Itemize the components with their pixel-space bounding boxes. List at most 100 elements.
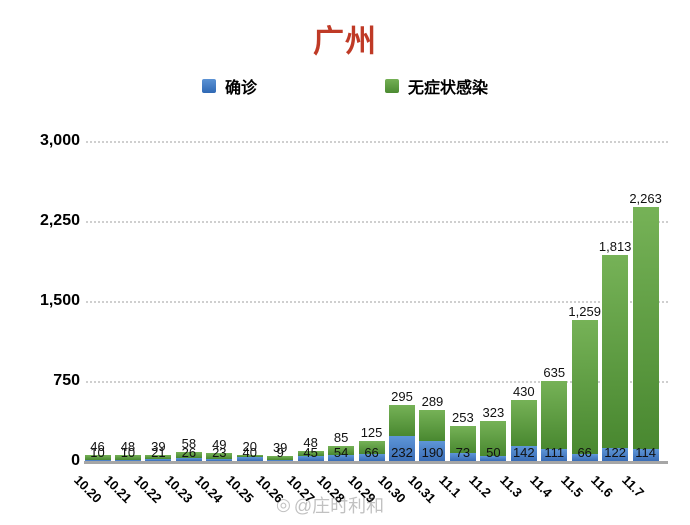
asymptomatic-value-label: 49 bbox=[212, 437, 227, 453]
legend: 确诊 无症状感染 bbox=[0, 74, 690, 98]
confirmed-value-label: 45 bbox=[303, 445, 318, 460]
x-tick-label: 11.2 bbox=[466, 472, 495, 501]
bar-segment-asymptomatic bbox=[480, 421, 507, 456]
bar-segment-asymptomatic bbox=[206, 453, 233, 459]
x-tick-label: 11.7 bbox=[618, 472, 647, 501]
confirmed-value-label: 23 bbox=[212, 445, 227, 460]
asymptomatic-value-label: 48 bbox=[120, 438, 136, 454]
asymptomatic-value-label: 2,263 bbox=[629, 191, 662, 207]
bar-segment-asymptomatic bbox=[541, 381, 568, 450]
legend-label-asymptomatic: 无症状感染 bbox=[408, 80, 489, 97]
x-axis-line bbox=[84, 461, 668, 464]
asymptomatic-value-label: 46 bbox=[90, 439, 105, 455]
bar-segment-confirmed bbox=[389, 436, 415, 461]
confirmed-value-label: 122 bbox=[604, 445, 626, 460]
x-tick-label: 10.25 bbox=[222, 472, 257, 506]
confirmed-value-label: 26 bbox=[181, 445, 197, 460]
bar-segment-confirmed bbox=[419, 440, 446, 461]
bar-segment-confirmed bbox=[480, 455, 507, 461]
asymptomatic-value-label: 48 bbox=[303, 435, 318, 451]
gridline-1500 bbox=[86, 301, 668, 303]
bar-segment-confirmed bbox=[297, 456, 324, 461]
bar-segment-confirmed bbox=[267, 460, 294, 461]
weibo-watermark: ◎ @庄时利和 bbox=[276, 492, 384, 518]
chart-title: 广州 bbox=[313, 24, 377, 59]
gridline-2250 bbox=[86, 221, 668, 223]
bar-segment-asymptomatic bbox=[84, 455, 111, 460]
x-tick-label: 10.24 bbox=[192, 472, 227, 506]
asymptomatic-value-label: 39 bbox=[272, 439, 288, 455]
x-tick-label: 10.21 bbox=[101, 472, 135, 506]
bar-segment-confirmed bbox=[632, 448, 659, 461]
y-tick-label: 3,000 bbox=[39, 132, 80, 149]
asymptomatic-value-label: 289 bbox=[421, 393, 444, 409]
watermark-text: @庄时利和 bbox=[293, 496, 385, 516]
bar-segment-confirmed bbox=[84, 459, 111, 461]
asymptomatic-value-label: 635 bbox=[543, 365, 566, 381]
confirmed-value-label: 54 bbox=[333, 445, 349, 460]
weibo-logo-icon: ◎ bbox=[276, 495, 291, 514]
legend-item-asymptomatic: 无症状感染 bbox=[385, 74, 488, 98]
bar-segment-asymptomatic bbox=[358, 440, 385, 454]
asymptomatic-value-label: 323 bbox=[482, 405, 505, 421]
bar-segment-asymptomatic bbox=[297, 451, 324, 457]
bar-segment-confirmed bbox=[358, 453, 385, 461]
bar-segment-asymptomatic bbox=[114, 454, 141, 460]
asymptomatic-value-label: 295 bbox=[391, 388, 413, 404]
bar-segment-confirmed bbox=[206, 458, 233, 461]
x-tick-label: 10.22 bbox=[131, 472, 166, 506]
x-tick-label: 11.3 bbox=[496, 472, 525, 501]
confirmed-value-label: 142 bbox=[512, 445, 535, 460]
y-tick-label: 2,250 bbox=[39, 212, 80, 229]
confirmed-value-label: 50 bbox=[486, 445, 501, 460]
x-tick-label: 11.5 bbox=[557, 472, 586, 501]
bar-segment-asymptomatic bbox=[419, 409, 446, 441]
asymptomatic-value-label: 125 bbox=[360, 424, 383, 440]
x-tick-label: 10.31 bbox=[405, 472, 440, 506]
bar-segment-asymptomatic bbox=[449, 426, 476, 454]
asymptomatic-value-label: 85 bbox=[333, 430, 349, 446]
bar-segment-confirmed bbox=[541, 449, 568, 461]
asymptomatic-value-label: 430 bbox=[512, 383, 535, 399]
confirmed-value-label: 114 bbox=[635, 445, 656, 460]
bar-segment-confirmed bbox=[236, 456, 263, 461]
bar-segment-asymptomatic bbox=[267, 455, 294, 461]
asymptomatic-value-label: 20 bbox=[242, 438, 257, 454]
x-tick-label: 11.1 bbox=[435, 472, 464, 501]
confirmed-value-label: 10 bbox=[90, 445, 105, 460]
y-tick-label: 750 bbox=[53, 372, 80, 389]
confirmed-value-label: 66 bbox=[364, 445, 379, 460]
bar-segment-asymptomatic bbox=[328, 446, 355, 456]
bar-segment-confirmed bbox=[602, 447, 629, 461]
bar-segment-confirmed bbox=[571, 453, 598, 461]
bar-segment-asymptomatic bbox=[145, 454, 172, 459]
bar-segment-asymptomatic bbox=[389, 404, 415, 437]
bar-segment-asymptomatic bbox=[632, 207, 659, 449]
bar-segment-confirmed bbox=[328, 455, 355, 461]
confirmed-value-label: 232 bbox=[391, 445, 413, 460]
bar-segment-asymptomatic bbox=[602, 254, 629, 448]
gridline-750 bbox=[86, 381, 668, 383]
confirmed-value-label: 73 bbox=[455, 445, 471, 460]
legend-label-confirmed: 确诊 bbox=[224, 80, 257, 97]
confirmed-value-label: 40 bbox=[242, 445, 257, 460]
y-tick-label: 1,500 bbox=[39, 292, 80, 309]
x-tick-label: 10.20 bbox=[70, 472, 105, 506]
asymptomatic-swatch-icon bbox=[385, 79, 399, 93]
bar-segment-confirmed bbox=[175, 458, 202, 461]
bar-segment-asymptomatic bbox=[571, 319, 598, 454]
bar-segment-asymptomatic bbox=[510, 399, 537, 446]
confirmed-value-label: 190 bbox=[421, 445, 444, 460]
bar-segment-asymptomatic bbox=[236, 454, 263, 457]
gridline-3000 bbox=[86, 141, 668, 143]
asymptomatic-value-label: 1,259 bbox=[568, 303, 601, 319]
asymptomatic-value-label: 1,813 bbox=[598, 238, 632, 254]
asymptomatic-value-label: 253 bbox=[452, 410, 474, 426]
confirmed-value-label: 10 bbox=[120, 445, 136, 460]
confirmed-value-label: 9 bbox=[276, 445, 284, 460]
asymptomatic-value-label: 39 bbox=[151, 438, 166, 454]
confirmed-swatch-icon bbox=[201, 79, 216, 93]
x-tick-label: 10.23 bbox=[161, 472, 196, 506]
bar-segment-asymptomatic bbox=[175, 452, 202, 459]
